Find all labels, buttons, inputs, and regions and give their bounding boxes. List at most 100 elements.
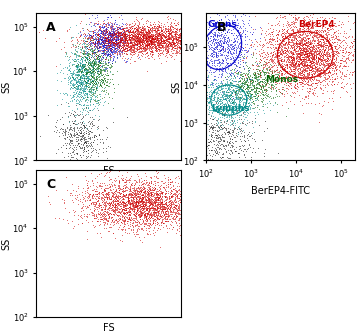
Point <box>99 29 105 34</box>
Point <box>306 71 312 76</box>
Point <box>172 186 178 191</box>
Point <box>270 36 275 42</box>
Point <box>264 92 270 98</box>
Point <box>98 37 104 42</box>
Point <box>205 40 211 46</box>
Point <box>251 84 257 89</box>
Point <box>96 38 102 43</box>
Point <box>323 35 329 40</box>
Point <box>130 190 136 195</box>
Point <box>144 41 150 47</box>
Point <box>102 59 108 64</box>
Point <box>111 47 117 53</box>
Point <box>299 49 304 55</box>
Point <box>114 25 120 30</box>
Point <box>222 143 227 149</box>
Point <box>149 34 155 40</box>
Point <box>210 98 216 103</box>
Point <box>283 45 289 51</box>
Point <box>136 40 142 45</box>
Point <box>314 66 320 72</box>
Point <box>167 181 173 187</box>
Point <box>141 35 147 41</box>
Point <box>174 25 180 31</box>
Point <box>255 63 261 68</box>
Point <box>78 80 84 86</box>
Point <box>135 18 141 23</box>
Point <box>111 42 117 48</box>
Point <box>177 193 183 199</box>
Point <box>149 207 155 212</box>
Point <box>228 71 233 76</box>
Point <box>144 38 150 43</box>
Point <box>128 29 134 35</box>
Point <box>139 48 145 53</box>
Point <box>158 199 164 204</box>
Point <box>93 37 98 42</box>
Point <box>96 68 101 74</box>
Point <box>86 59 92 64</box>
Point <box>83 45 88 50</box>
Point <box>323 33 328 38</box>
Point <box>219 52 225 57</box>
Point <box>105 36 110 42</box>
Point <box>307 32 312 37</box>
Point <box>108 34 113 39</box>
Point <box>75 183 80 188</box>
Point <box>111 46 117 51</box>
Point <box>319 51 324 56</box>
Point <box>128 206 134 211</box>
Point <box>199 99 205 105</box>
Point <box>192 41 198 47</box>
Point <box>220 84 226 89</box>
Point <box>118 219 123 224</box>
Point <box>252 73 258 78</box>
Point <box>317 79 323 84</box>
Point <box>143 36 149 41</box>
Point <box>230 94 235 99</box>
Point <box>183 207 189 213</box>
Point <box>128 199 134 204</box>
Point <box>171 199 177 204</box>
Point <box>331 48 337 54</box>
Point <box>149 36 155 42</box>
Point <box>109 40 114 45</box>
Point <box>81 79 87 84</box>
Point <box>323 32 329 37</box>
Point <box>263 76 269 81</box>
Point <box>298 72 304 77</box>
Point <box>334 48 340 53</box>
Point <box>133 180 139 185</box>
Point <box>155 40 161 45</box>
Point <box>132 204 138 210</box>
Point <box>203 41 209 46</box>
Point <box>114 48 119 53</box>
Point <box>165 33 171 38</box>
Point <box>182 196 188 201</box>
Point <box>138 45 143 50</box>
Point <box>111 7 117 13</box>
Point <box>200 113 206 118</box>
Point <box>227 147 233 153</box>
Point <box>151 40 157 45</box>
Point <box>228 93 234 98</box>
Point <box>108 39 113 44</box>
Point <box>122 201 128 206</box>
Point <box>138 201 143 206</box>
Point <box>316 68 321 73</box>
Point <box>211 95 216 101</box>
Point <box>148 210 154 215</box>
Point <box>178 50 184 55</box>
Point <box>120 206 126 211</box>
Point <box>220 44 226 50</box>
Point <box>92 40 98 46</box>
Point <box>142 36 148 41</box>
Point <box>135 189 141 194</box>
Point <box>199 24 205 30</box>
Point <box>84 83 90 88</box>
Point <box>73 90 79 95</box>
Point <box>134 226 139 231</box>
Point <box>108 46 114 51</box>
Point <box>335 49 341 54</box>
Point <box>227 80 233 86</box>
